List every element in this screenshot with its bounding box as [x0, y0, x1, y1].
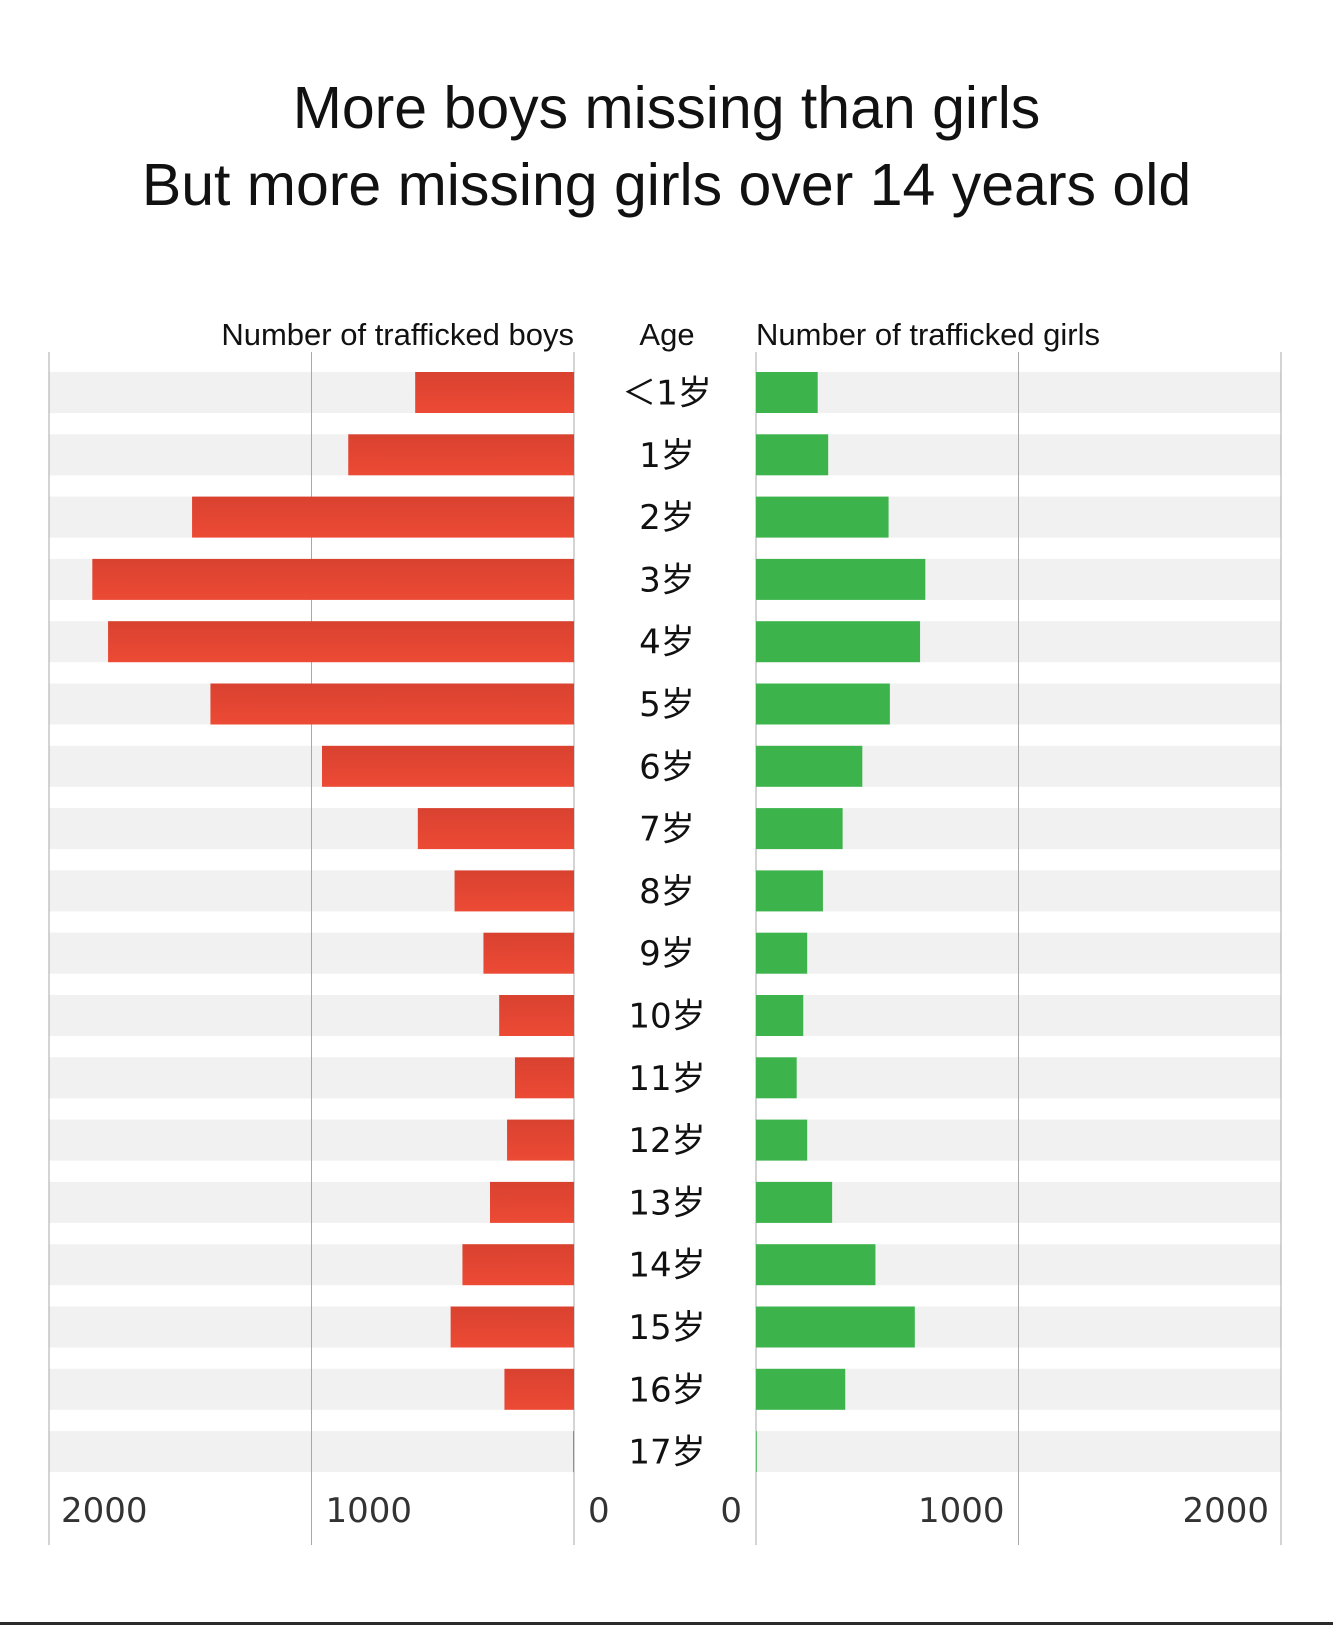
bar-girls [756, 932, 808, 974]
category-label: 14岁 [628, 1246, 705, 1286]
tick-label-right: 2000 [1182, 1491, 1269, 1531]
category-label: 16岁 [628, 1370, 705, 1410]
bar-boys [92, 558, 574, 600]
tick-label-left: 1000 [326, 1491, 413, 1531]
category-label: 15岁 [628, 1308, 705, 1348]
bar-girls [756, 683, 890, 725]
bar-girls [756, 870, 823, 912]
category-label: 7岁 [639, 810, 695, 850]
bar-boys [504, 1368, 574, 1410]
bar-girls [756, 372, 818, 413]
bar-girls [756, 1119, 808, 1161]
bar-girls [756, 1181, 833, 1223]
bar-boys [450, 1306, 574, 1348]
bar-boys [108, 621, 574, 663]
tick-label-right: 0 [720, 1491, 742, 1531]
category-label: 1岁 [639, 436, 695, 476]
category-labels: ＜1岁 1岁 2岁 3岁 4岁 5岁 6岁 7岁 8岁 9岁 10岁 11岁 12岁 13岁 14岁 15岁 1… [622, 374, 712, 1473]
category-label: 6岁 [639, 747, 695, 787]
chart-title: More boys missing than girls But more mi… [0, 70, 1333, 224]
bar-boys [507, 1119, 574, 1161]
tick-label-left: 0 [588, 1491, 610, 1531]
bar-girls [756, 558, 926, 600]
category-label: 3岁 [639, 560, 695, 600]
bar-girls [756, 1306, 915, 1348]
bar-girls [756, 496, 889, 538]
bar-girls [756, 621, 921, 663]
category-label: 8岁 [639, 872, 695, 912]
bottom-rule [0, 1622, 1333, 1625]
left-header: Number of trafficked boys [221, 317, 574, 352]
right-header: Number of trafficked girls [756, 317, 1100, 352]
center-header: Age [639, 317, 694, 352]
bar-girls [756, 745, 863, 787]
bar-boys [462, 1244, 574, 1286]
bar-boys [483, 932, 574, 974]
bar-girls [756, 995, 804, 1036]
bar-boys [573, 1431, 574, 1473]
bar-girls [756, 1431, 757, 1473]
category-label: 10岁 [628, 997, 705, 1037]
bar-boys [454, 870, 574, 912]
bar-boys [210, 683, 574, 725]
bar-boys [490, 1181, 574, 1223]
category-label: 13岁 [628, 1183, 705, 1223]
tick-label-left: 2000 [61, 1491, 148, 1531]
bar-girls [756, 1057, 797, 1099]
bar-girls [756, 808, 843, 850]
category-label: 17岁 [628, 1433, 705, 1473]
bar-boys [192, 496, 574, 538]
category-label: 11岁 [628, 1059, 705, 1099]
category-label: 9岁 [639, 934, 695, 974]
bar-girls [756, 1244, 876, 1286]
category-label: ＜1岁 [622, 374, 712, 414]
axis-tick-labels: 2000 1000 0 0 1000 2000 [61, 1491, 1269, 1531]
category-label: 5岁 [639, 685, 695, 725]
bar-boys [322, 745, 574, 787]
bar-boys [417, 808, 574, 850]
bars [92, 372, 926, 1473]
bar-boys [514, 1057, 574, 1099]
title-line-1: More boys missing than girls [292, 75, 1041, 141]
bar-boys [415, 372, 574, 413]
category-label: 2岁 [639, 498, 695, 538]
category-label: 4岁 [639, 623, 695, 663]
category-label: 12岁 [628, 1121, 705, 1161]
title-line-2: But more missing girls over 14 years old [141, 152, 1192, 218]
tick-label-right: 1000 [918, 1491, 1005, 1531]
bar-boys [348, 434, 574, 476]
bar-boys [499, 995, 574, 1036]
bar-girls [756, 1368, 846, 1410]
bar-girls [756, 434, 829, 476]
